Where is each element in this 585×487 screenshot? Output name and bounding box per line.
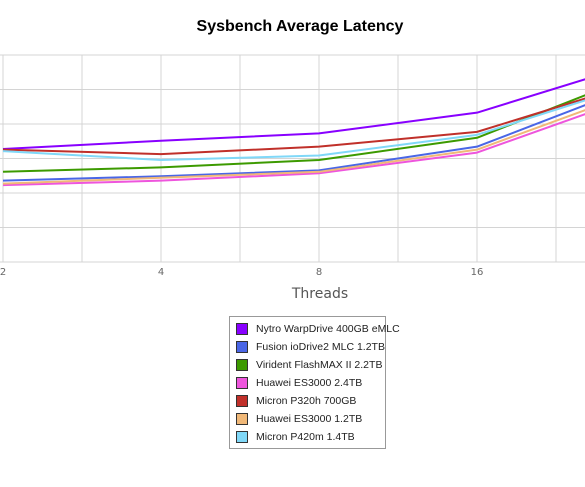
legend-swatch bbox=[236, 431, 248, 443]
legend-swatch bbox=[236, 341, 248, 353]
legend-label: Virident FlashMAX II 2.2TB bbox=[256, 359, 383, 371]
chart-grid bbox=[0, 54, 585, 263]
x-tick-label: 16 bbox=[471, 267, 484, 278]
x-tick-labels: 2 4 8 16 bbox=[0, 267, 483, 278]
legend-item: Micron P320h 700GB bbox=[230, 392, 385, 410]
legend-item: Nytro WarpDrive 400GB eMLC bbox=[230, 320, 400, 338]
legend-item: Huawei ES3000 2.4TB bbox=[230, 374, 385, 392]
legend-label: Micron P320h 700GB bbox=[256, 395, 357, 407]
legend-item: Fusion ioDrive2 MLC 1.2TB bbox=[230, 338, 385, 356]
series-line bbox=[2, 97, 585, 156]
x-axis-title: Threads bbox=[291, 286, 349, 302]
legend-label: Fusion ioDrive2 MLC 1.2TB bbox=[256, 341, 385, 353]
series-line bbox=[2, 113, 585, 187]
series-line bbox=[2, 99, 585, 161]
series-line bbox=[2, 104, 585, 182]
legend-label: Huawei ES3000 1.2TB bbox=[256, 413, 363, 425]
chart-title: Sysbench Average Latency bbox=[196, 18, 404, 35]
legend-item: Virident FlashMAX II 2.2TB bbox=[230, 356, 385, 374]
legend-swatch bbox=[236, 323, 248, 335]
x-tick-label: 2 bbox=[0, 267, 6, 278]
legend-item: Micron P420m 1.4TB bbox=[230, 428, 385, 446]
x-tick-label: 4 bbox=[158, 267, 164, 278]
legend: Nytro WarpDrive 400GB eMLC Fusion ioDrive… bbox=[229, 316, 400, 449]
legend-swatch bbox=[236, 395, 248, 407]
legend-label: Micron P420m 1.4TB bbox=[256, 431, 355, 443]
legend-label: Nytro WarpDrive 400GB eMLC bbox=[256, 323, 400, 335]
legend-swatch bbox=[236, 377, 248, 389]
series-line bbox=[2, 78, 585, 151]
legend-item: Huawei ES3000 1.2TB bbox=[230, 410, 385, 428]
legend-swatch bbox=[236, 359, 248, 371]
series-line bbox=[2, 109, 585, 185]
legend-swatch bbox=[236, 413, 248, 425]
x-tick-label: 8 bbox=[316, 267, 322, 278]
legend-label: Huawei ES3000 2.4TB bbox=[256, 377, 363, 389]
series-lines bbox=[2, 78, 585, 187]
